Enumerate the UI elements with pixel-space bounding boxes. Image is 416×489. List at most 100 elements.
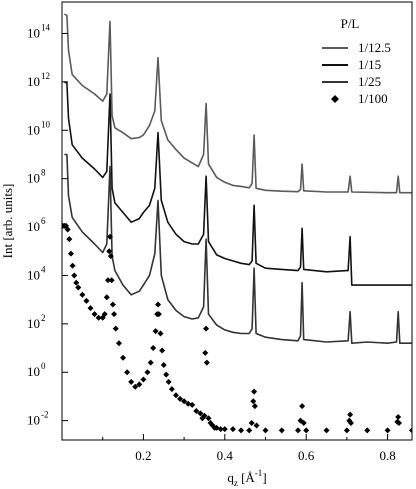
- x-tick-label-3: 0.6: [298, 448, 315, 463]
- y-tick-label-exp-5: 6: [41, 216, 46, 226]
- legend: P/L 1/12.5 1/15 1/25 1/100: [322, 16, 391, 106]
- data-point-4-56: [202, 349, 209, 356]
- data-point-4-91: [409, 427, 412, 434]
- legend-label-1: 1/12.5: [358, 40, 391, 55]
- legend-label-4: 1/100: [358, 91, 388, 106]
- data-point-4-48: [177, 395, 184, 402]
- data-point-4-41: [157, 330, 164, 337]
- data-point-4-70: [250, 398, 257, 405]
- y-tick-label-exp-8: 12: [41, 71, 50, 81]
- data-point-4-40: [155, 311, 162, 318]
- y-tick-label-exp-9: 14: [41, 22, 51, 32]
- data-point-4-69: [248, 420, 255, 427]
- data-point-4-14: [91, 311, 98, 318]
- series-line-2: [64, 81, 412, 286]
- data-point-4-12: [83, 297, 90, 304]
- y-axis-label: Int [arb. units]: [0, 184, 15, 259]
- data-point-4-4: [64, 226, 71, 233]
- data-point-4-27: [115, 340, 122, 347]
- x-tick-label-2: 0.4: [217, 448, 234, 463]
- y-tick-label-2: 10: [27, 364, 40, 379]
- data-point-4-37: [152, 328, 159, 335]
- data-point-4-31: [132, 383, 139, 390]
- data-point-4-6: [67, 250, 74, 257]
- data-point-4-57: [203, 325, 210, 332]
- y-tick-label-exp-1: -2: [41, 410, 49, 420]
- data-point-4-80: [303, 427, 310, 434]
- data-point-4-22: [107, 253, 114, 260]
- axes-frame: [61, 1, 413, 441]
- data-point-4-13: [87, 305, 94, 312]
- data-point-4-21: [107, 233, 114, 240]
- data-point-4-44: [163, 371, 170, 378]
- data-point-4-82: [343, 427, 350, 434]
- data-point-4-55: [201, 412, 208, 419]
- data-point-4-10: [75, 284, 82, 291]
- y-tick-label-exp-7: 10: [41, 119, 51, 129]
- data-point-4-29: [124, 369, 131, 376]
- data-point-4-39: [155, 301, 162, 308]
- data-point-4-15: [95, 314, 102, 321]
- legend-swatch-4: [331, 95, 339, 103]
- data-point-4-24: [109, 301, 116, 308]
- data-point-4-53: [197, 410, 204, 417]
- data-point-4-79: [300, 420, 307, 427]
- y-tick-label-3: 10: [27, 316, 40, 331]
- data-point-4-78: [299, 403, 306, 410]
- data-point-4-42: [159, 347, 166, 354]
- data-point-4-19: [104, 277, 111, 284]
- y-tick-label-4: 10: [27, 267, 40, 282]
- data-point-4-20: [106, 248, 113, 255]
- data-point-4-85: [347, 420, 354, 427]
- data-point-4-28: [120, 354, 127, 361]
- y-tick-label-5: 10: [27, 219, 40, 234]
- data-point-4-84: [347, 411, 354, 418]
- data-point-4-32: [136, 381, 143, 388]
- data-point-4-26: [112, 325, 119, 332]
- legend-label-3: 1/25: [358, 74, 381, 89]
- data-point-4-76: [295, 427, 302, 434]
- data-point-4-90: [395, 420, 402, 427]
- x-tick-label-4: 0.8: [379, 448, 395, 463]
- data-point-4-11: [79, 291, 86, 298]
- data-point-4-35: [147, 359, 154, 366]
- data-point-4-73: [253, 422, 260, 429]
- y-tick-label-8: 10: [27, 74, 40, 89]
- data-point-4-52: [193, 407, 200, 414]
- x-tick-label-1: 0.2: [135, 448, 151, 463]
- legend-label-2: 1/15: [358, 57, 381, 72]
- data-point-4-64: [217, 426, 224, 433]
- data-point-4-18: [103, 294, 110, 301]
- data-point-4-7: [69, 262, 76, 269]
- data-point-4-8: [71, 272, 78, 279]
- series-line-3: [64, 153, 412, 344]
- y-tick-label-exp-4: 4: [41, 264, 46, 274]
- data-point-4-71: [251, 388, 258, 395]
- data-point-4-33: [140, 376, 147, 383]
- data-point-4-9: [73, 279, 80, 286]
- data-point-4-30: [128, 378, 135, 385]
- data-point-4-43: [160, 361, 167, 368]
- data-point-4-87: [384, 427, 391, 434]
- data-point-4-25: [111, 311, 118, 318]
- data-point-4-58: [203, 359, 210, 366]
- legend-title: P/L: [341, 16, 360, 31]
- data-point-4-34: [144, 369, 151, 376]
- data-point-4-65: [221, 426, 228, 433]
- y-tick-label-exp-3: 2: [41, 313, 46, 323]
- data-point-4-67: [238, 427, 245, 434]
- y-tick-label-exp-6: 8: [41, 168, 46, 178]
- y-tick-label-6: 10: [27, 171, 40, 186]
- data-point-4-23: [108, 277, 115, 284]
- data-point-4-17: [101, 311, 108, 318]
- data-point-4-36: [150, 345, 157, 352]
- series-markers-4: [62, 222, 412, 434]
- data-point-4-45: [165, 378, 172, 385]
- data-point-4-46: [168, 386, 175, 393]
- y-tick-label-9: 10: [27, 25, 40, 40]
- x-axis-label: qz [Å-1]: [227, 468, 266, 488]
- y-tick-label-7: 10: [27, 122, 40, 137]
- series-line-1: [64, 13, 412, 194]
